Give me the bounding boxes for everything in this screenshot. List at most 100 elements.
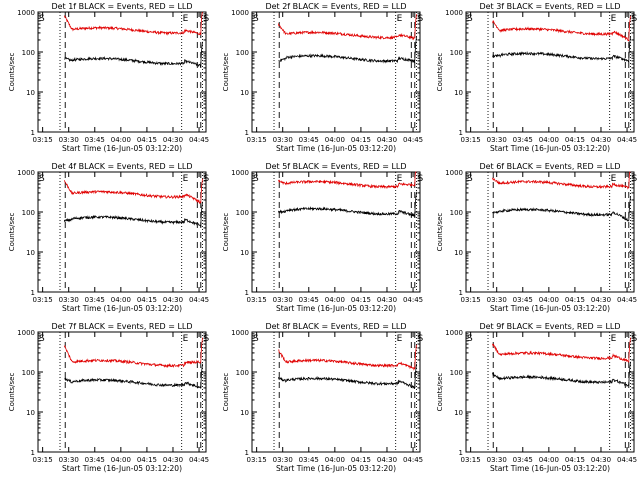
panel-title: Det 4f BLACK = Events, RED = LLD: [51, 162, 192, 171]
x-tick-label: 04:30: [377, 296, 397, 304]
time-marker-letter: S: [204, 14, 210, 24]
x-tick-label: 04:45: [189, 136, 209, 144]
y-tick-label: 10: [454, 89, 463, 97]
y-tick-label: 1: [459, 289, 463, 297]
x-tick-label: 04:15: [137, 456, 157, 464]
y-tick-label: 1000: [445, 9, 463, 17]
x-tick-label: 04:15: [351, 456, 371, 464]
x-tick-label: 03:45: [299, 456, 319, 464]
series-lld-line: [278, 344, 417, 371]
y-tick-label: 1: [459, 129, 463, 137]
x-axis-label: Start Time (16-Jun-05 03:12:20): [62, 304, 182, 313]
x-tick-label: 03:30: [273, 296, 293, 304]
y-tick-label: 1000: [231, 9, 249, 17]
time-marker-letter: S: [39, 14, 45, 24]
series-lld-line: [492, 171, 631, 190]
plot-frame: [465, 331, 635, 453]
y-axis-label: Counts/sec: [8, 213, 16, 252]
panel-det-6: Det 6f BLACK = Events, RED = LLD 1 10 100 10…: [436, 162, 638, 313]
x-tick-label: 04:30: [591, 456, 611, 464]
x-tick-label: 04:30: [163, 136, 183, 144]
series-events-line: [64, 363, 203, 389]
x-tick-label: 03:15: [461, 456, 481, 464]
x-tick-label: 04:15: [565, 136, 585, 144]
y-tick-label: 1: [245, 449, 249, 457]
x-tick-label: 03:15: [33, 456, 53, 464]
x-tick-label: 04:00: [325, 136, 345, 144]
x-tick-label: 03:30: [59, 296, 79, 304]
y-tick-label: 10: [240, 249, 249, 257]
y-tick-label: 1000: [445, 329, 463, 337]
time-marker-letter: S: [418, 174, 424, 184]
x-tick-label: 03:45: [299, 296, 319, 304]
time-marker-letter: E: [183, 174, 189, 184]
series-lld-line: [492, 15, 631, 42]
y-axis-label: Counts/sec: [222, 373, 230, 412]
series-events-line: [492, 361, 631, 387]
time-marker-letter: S: [467, 14, 473, 24]
series-lld-line: [64, 11, 203, 36]
y-tick-label: 1: [459, 449, 463, 457]
x-tick-label: 03:45: [513, 456, 533, 464]
y-tick-label: 1: [31, 129, 35, 137]
x-tick-label: 04:45: [617, 136, 637, 144]
x-axis-label: Start Time (16-Jun-05 03:12:20): [62, 464, 182, 473]
series-events-line: [64, 201, 203, 227]
series-events-line: [278, 36, 417, 64]
plot-frame: [465, 171, 635, 293]
y-tick-label: 1000: [17, 9, 35, 17]
time-marker-letter: S: [204, 174, 210, 184]
x-tick-label: 03:30: [59, 136, 79, 144]
time-marker-letter: E: [183, 334, 189, 344]
x-axis-label: Start Time (16-Jun-05 03:12:20): [490, 144, 610, 153]
x-tick-label: 04:15: [351, 296, 371, 304]
y-tick-label: 1: [245, 289, 249, 297]
plot-frame: [251, 331, 421, 453]
time-marker-letter: S: [253, 174, 259, 184]
y-axis-label: Counts/sec: [222, 53, 230, 92]
time-marker-letter: S: [39, 174, 45, 184]
series-lld-line: [278, 14, 417, 41]
x-tick-label: 03:15: [33, 296, 53, 304]
y-tick-label: 100: [450, 209, 463, 217]
x-tick-label: 04:45: [403, 136, 423, 144]
panel-title: Det 9f BLACK = Events, RED = LLD: [479, 322, 620, 331]
x-tick-label: 04:45: [403, 296, 423, 304]
y-tick-label: 10: [26, 249, 35, 257]
panel-det-2: Det 2f BLACK = Events, RED = LLD 1 10 100 10…: [222, 2, 424, 153]
y-axis-label: Counts/sec: [436, 373, 444, 412]
y-tick-label: 10: [240, 409, 249, 417]
panel-det-1: Det 1f BLACK = Events, RED = LLD 1 10 100 10…: [8, 2, 210, 153]
y-tick-label: 1000: [17, 169, 35, 177]
plot-frame: [37, 11, 207, 133]
x-tick-label: 04:15: [351, 136, 371, 144]
y-axis-label: Counts/sec: [436, 213, 444, 252]
panel-title: Det 5f BLACK = Events, RED = LLD: [265, 162, 406, 171]
y-tick-label: 100: [450, 49, 463, 57]
x-axis-label: Start Time (16-Jun-05 03:12:20): [276, 304, 396, 313]
y-tick-label: 1: [31, 289, 35, 297]
y-tick-label: 100: [236, 49, 249, 57]
x-tick-label: 03:15: [33, 136, 53, 144]
time-marker-letter: S: [253, 14, 259, 24]
y-tick-label: 1000: [231, 169, 249, 177]
x-tick-label: 04:00: [539, 296, 559, 304]
time-marker-letter: S: [253, 334, 259, 344]
x-axis-label: Start Time (16-Jun-05 03:12:20): [276, 144, 396, 153]
x-tick-label: 04:00: [325, 456, 345, 464]
time-marker-letter: E: [611, 334, 617, 344]
panel-det-5: Det 5f BLACK = Events, RED = LLD 1 10 100 10…: [222, 162, 424, 313]
series-lld-line: [64, 178, 203, 205]
panel-title: Det 2f BLACK = Events, RED = LLD: [265, 2, 406, 11]
y-tick-label: 100: [22, 369, 35, 377]
y-tick-label: 10: [26, 89, 35, 97]
plot-frame: [251, 171, 421, 293]
series-events-line: [278, 191, 417, 219]
x-tick-label: 03:45: [85, 456, 105, 464]
time-marker-letter: S: [467, 174, 473, 184]
y-tick-label: 1: [245, 129, 249, 137]
panel-title: Det 7f BLACK = Events, RED = LLD: [51, 322, 192, 331]
y-axis-label: Counts/sec: [8, 53, 16, 92]
time-marker-letter: S: [418, 14, 424, 24]
